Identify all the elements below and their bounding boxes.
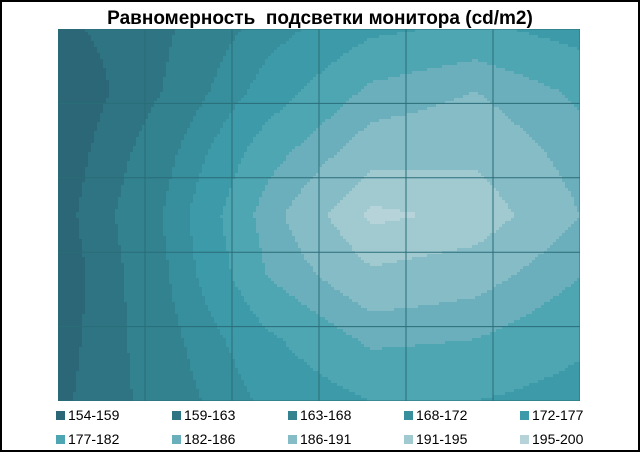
legend-item: 168-172 xyxy=(404,407,467,423)
legend-label: 182-186 xyxy=(184,431,236,447)
legend-swatch xyxy=(520,434,529,444)
legend-label: 186-191 xyxy=(300,431,352,447)
legend-label: 195-200 xyxy=(532,431,584,447)
plot-area xyxy=(58,29,580,401)
legend-label: 191-195 xyxy=(416,431,468,447)
legend-label: 172-177 xyxy=(532,407,584,423)
legend-swatch xyxy=(172,434,181,444)
chart-title: Равномерность подсветки монитора (cd/m2) xyxy=(107,8,533,29)
legend-swatch xyxy=(288,410,297,420)
contour-band-182-186 xyxy=(253,59,580,350)
legend-item: 186-191 xyxy=(288,431,351,447)
legend-label: 159-163 xyxy=(184,407,236,423)
legend-swatch xyxy=(56,410,65,420)
legend-label: 154-159 xyxy=(68,407,120,423)
legend-item: 182-186 xyxy=(172,431,235,447)
legend-item: 172-177 xyxy=(520,407,583,423)
legend-swatch xyxy=(172,410,181,420)
contour-band-168-172 xyxy=(163,29,301,401)
legend-swatch xyxy=(56,434,65,444)
contour-band-154-159 xyxy=(58,29,109,401)
legend-item: 154-159 xyxy=(56,407,119,423)
legend-item: 177-182 xyxy=(56,431,119,447)
contour-band-195-200 xyxy=(364,206,415,224)
legend-item: 191-195 xyxy=(404,431,467,447)
legend-label: 177-182 xyxy=(68,431,120,447)
legend-swatch xyxy=(404,434,413,444)
legend-item: 163-168 xyxy=(288,407,351,423)
contour-band-191-195 xyxy=(328,170,514,266)
legend-label: 168-172 xyxy=(416,407,468,423)
legend-swatch xyxy=(288,434,297,444)
legend-item: 195-200 xyxy=(520,431,583,447)
contour-band-186-191 xyxy=(286,92,580,311)
legend-item: 159-163 xyxy=(172,407,235,423)
contour-band-159-163 xyxy=(73,29,175,401)
legend-swatch xyxy=(404,410,413,420)
legend-swatch xyxy=(520,410,529,420)
legend-label: 163-168 xyxy=(300,407,352,423)
contour-band-163-168 xyxy=(115,29,241,401)
